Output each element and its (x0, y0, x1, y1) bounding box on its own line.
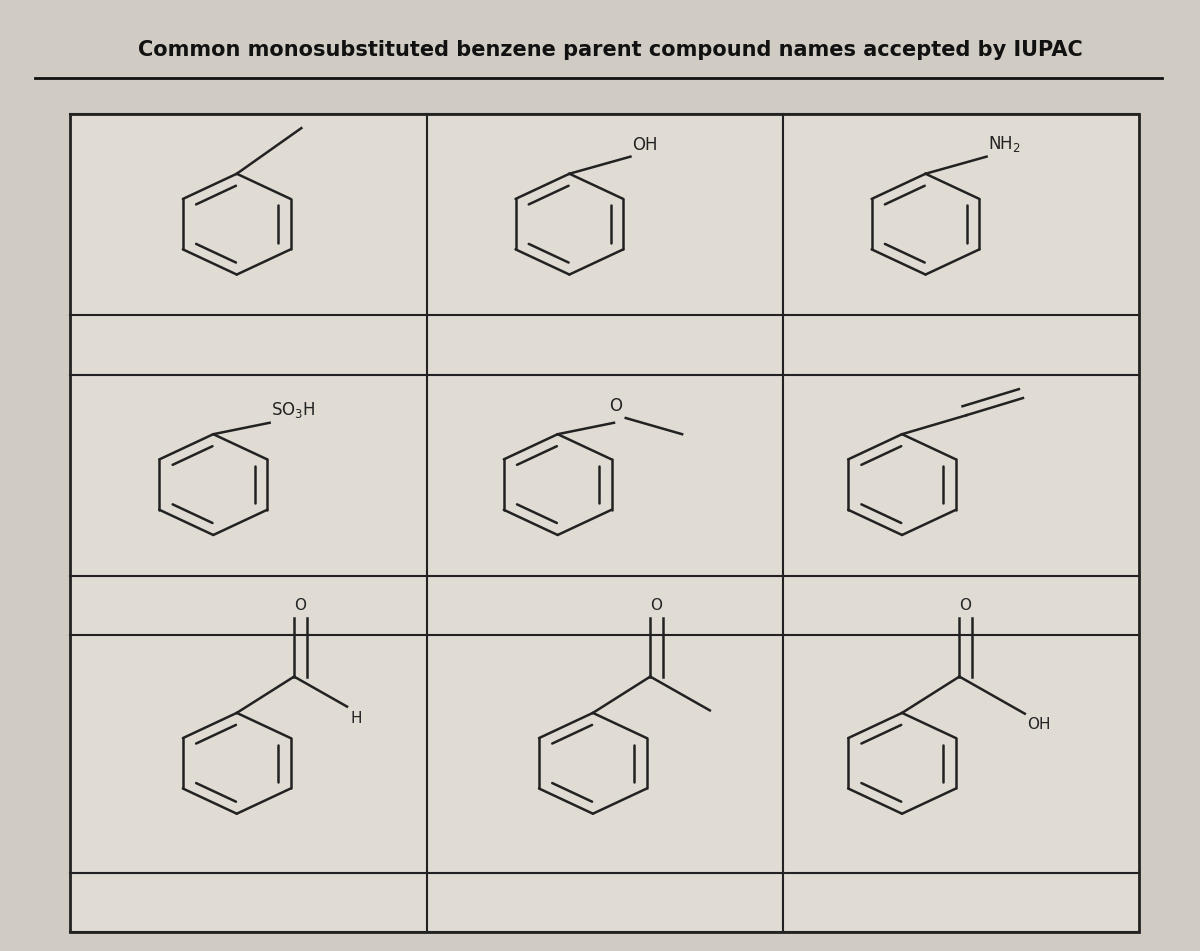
Text: NH$_2$: NH$_2$ (988, 134, 1020, 154)
Text: O: O (650, 598, 662, 612)
Text: OH: OH (631, 136, 658, 154)
Text: O: O (959, 598, 971, 612)
Text: Common monosubstituted benzene parent compound names accepted by IUPAC: Common monosubstituted benzene parent co… (138, 40, 1082, 61)
Text: SO$_3$H: SO$_3$H (271, 400, 316, 420)
FancyBboxPatch shape (71, 114, 1139, 932)
Text: H: H (350, 711, 362, 727)
Text: O: O (610, 398, 623, 416)
Text: O: O (294, 598, 306, 612)
Text: OH: OH (1027, 716, 1051, 731)
